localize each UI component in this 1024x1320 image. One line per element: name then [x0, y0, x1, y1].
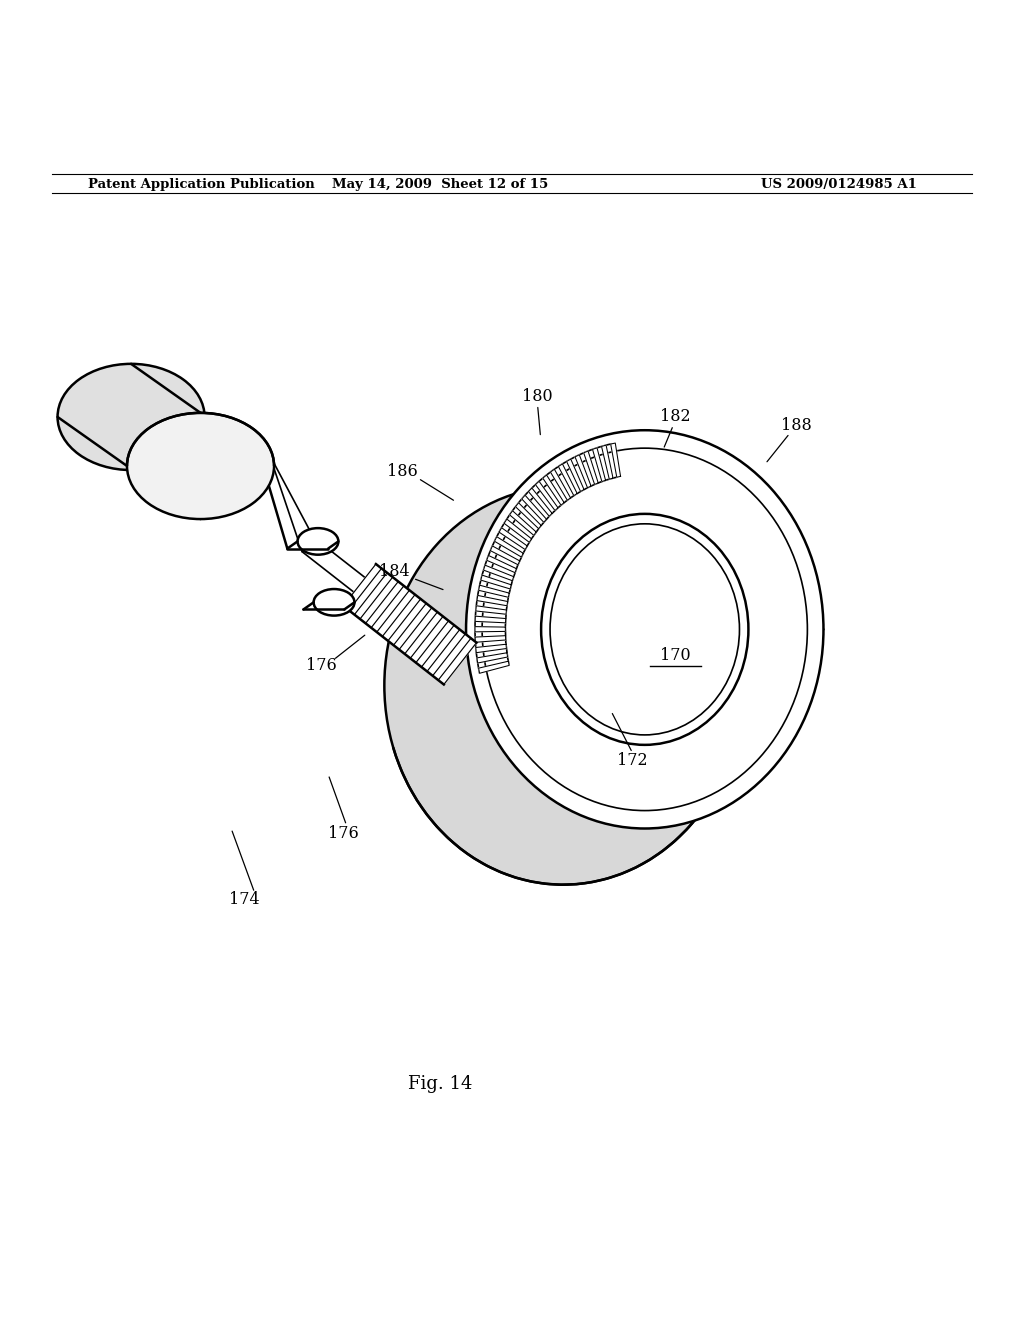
Ellipse shape	[127, 413, 274, 519]
Text: Fig. 14: Fig. 14	[409, 1074, 473, 1093]
Text: 188: 188	[780, 417, 811, 433]
Text: 170: 170	[660, 647, 691, 664]
Text: US 2009/0124985 A1: US 2009/0124985 A1	[761, 178, 916, 190]
Polygon shape	[486, 556, 516, 573]
Polygon shape	[477, 595, 508, 606]
Text: Patent Application Publication: Patent Application Publication	[88, 178, 315, 190]
Polygon shape	[481, 576, 511, 589]
Polygon shape	[475, 616, 506, 623]
Polygon shape	[543, 475, 564, 506]
Ellipse shape	[313, 589, 354, 615]
Polygon shape	[566, 459, 584, 491]
Polygon shape	[495, 537, 523, 557]
Polygon shape	[593, 447, 605, 482]
Text: 176: 176	[305, 656, 337, 673]
Polygon shape	[575, 455, 591, 488]
Polygon shape	[528, 488, 552, 516]
Polygon shape	[343, 564, 476, 685]
Polygon shape	[601, 445, 613, 479]
Polygon shape	[476, 606, 507, 614]
Polygon shape	[483, 565, 514, 581]
Polygon shape	[522, 495, 547, 523]
Text: 174: 174	[229, 891, 260, 908]
Polygon shape	[478, 585, 509, 597]
Text: 182: 182	[660, 408, 691, 425]
Polygon shape	[475, 627, 506, 632]
Ellipse shape	[298, 528, 338, 554]
Ellipse shape	[57, 364, 205, 470]
Polygon shape	[584, 451, 598, 484]
Text: 172: 172	[617, 751, 648, 768]
Ellipse shape	[466, 430, 823, 829]
Polygon shape	[476, 644, 507, 652]
Text: 186: 186	[387, 462, 418, 479]
Polygon shape	[499, 528, 527, 549]
Polygon shape	[475, 636, 506, 643]
Polygon shape	[478, 661, 509, 673]
Text: 180: 180	[522, 388, 553, 405]
Polygon shape	[536, 482, 558, 511]
Polygon shape	[490, 546, 519, 565]
Ellipse shape	[384, 486, 741, 884]
Polygon shape	[610, 444, 621, 478]
Text: May 14, 2009  Sheet 12 of 15: May 14, 2009 Sheet 12 of 15	[333, 178, 549, 190]
Polygon shape	[551, 469, 570, 500]
Polygon shape	[504, 519, 531, 543]
Text: 184: 184	[379, 562, 410, 579]
Text: 176: 176	[328, 825, 358, 842]
Polygon shape	[558, 463, 578, 495]
Polygon shape	[477, 653, 508, 663]
Polygon shape	[515, 503, 541, 528]
Polygon shape	[510, 511, 537, 536]
